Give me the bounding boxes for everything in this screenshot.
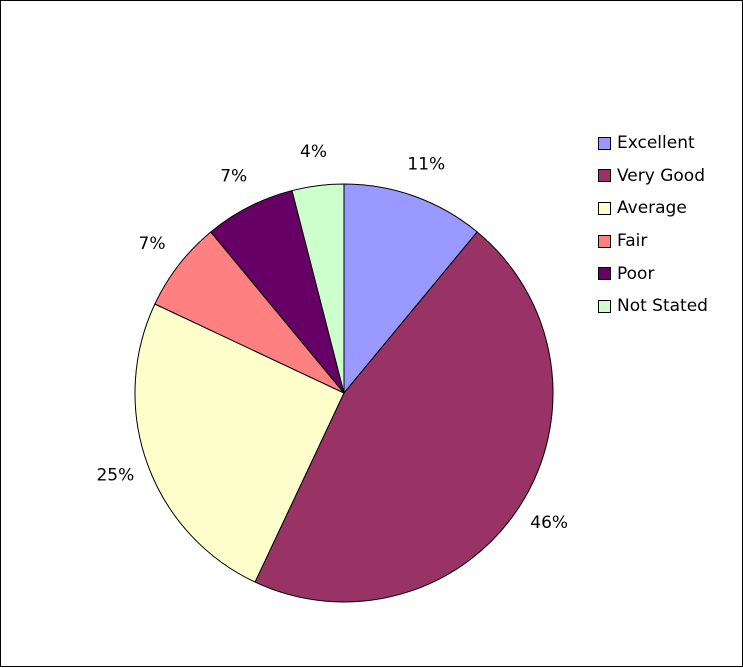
legend-item-average: Average xyxy=(598,192,708,225)
slice-labels: 11% 46% 25% 7% 7% 4% xyxy=(96,142,568,533)
legend-label-fair: Fair xyxy=(617,231,648,252)
data-label-excellent: 11% xyxy=(407,154,445,174)
legend-item-excellent: Excellent xyxy=(598,127,708,160)
data-label-average: 25% xyxy=(96,465,134,485)
pie-slice-very-good xyxy=(254,231,554,603)
legend-swatch-excellent xyxy=(598,136,611,150)
legend-swatch-poor xyxy=(598,267,611,281)
legend-item-very-good: Very Good xyxy=(598,160,708,193)
legend-item-fair: Fair xyxy=(598,225,708,258)
pie-slice-excellent xyxy=(343,183,478,395)
legend-label-not-stated: Not Stated xyxy=(617,296,708,317)
legend-label-poor: Poor xyxy=(617,263,655,284)
pie-slices xyxy=(134,183,554,603)
legend-label-very-good: Very Good xyxy=(617,165,705,186)
data-label-not-stated: 4% xyxy=(300,142,327,162)
legend-item-poor: Poor xyxy=(598,257,708,290)
pie-slice-not-stated xyxy=(291,183,345,394)
legend: Excellent Very Good Average Fair Poor No… xyxy=(598,127,708,323)
data-label-poor: 7% xyxy=(220,166,247,186)
data-label-fair: 7% xyxy=(139,234,166,254)
legend-swatch-very-good xyxy=(598,169,611,183)
legend-label-average: Average xyxy=(617,198,687,219)
legend-swatch-fair xyxy=(598,234,611,248)
legend-swatch-average xyxy=(598,201,611,215)
pie-slice-average xyxy=(134,303,345,583)
legend-swatch-not-stated xyxy=(598,299,611,313)
legend-item-not-stated: Not Stated xyxy=(598,290,708,323)
legend-label-excellent: Excellent xyxy=(617,133,695,154)
data-label-very-good: 46% xyxy=(530,513,568,533)
